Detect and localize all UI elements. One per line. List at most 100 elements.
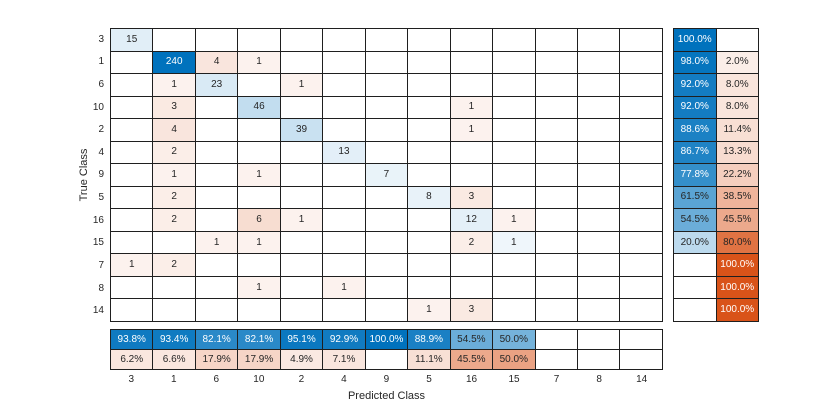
matrix-cell-8-3 [109,275,154,300]
matrix-cell-7-16 [449,253,494,277]
matrix-cell-16-7 [534,208,578,232]
matrix-cell-5-8 [576,185,621,210]
matrix-cell-4-6 [194,140,239,165]
x-tick-4: 4 [341,374,347,385]
col-correct-cell-10: 82.1% [237,329,281,350]
matrix-cell-5-2 [279,185,324,210]
matrix-cell-10-5 [407,95,451,120]
matrix-cell-3-2 [279,28,324,52]
matrix-cell-3-16 [449,28,494,52]
col-incorrect-cell-4: 7.1% [322,349,366,370]
matrix-cell-6-14 [619,73,663,97]
col-incorrect-cell-16: 45.5% [449,349,494,370]
row-correct-cell-9: 77.8% [673,163,717,187]
matrix-cell-6-2: 1 [279,73,324,97]
col-incorrect-cell-9 [364,349,409,370]
y-tick-2: 2 [98,124,104,136]
matrix-cell-5-9 [364,185,409,210]
matrix-cell-9-7 [534,163,578,187]
matrix-cell-7-2 [279,253,324,277]
y-tick-9: 9 [98,169,104,181]
matrix-cell-1-14 [619,50,663,75]
y-tick-8: 8 [98,282,104,294]
col-incorrect-cell-2: 4.9% [279,349,324,370]
col-correct-cell-3: 93.8% [109,329,154,350]
matrix-cell-9-2 [279,163,324,187]
matrix-cell-16-16: 12 [449,208,494,232]
col-correct-cell-9: 100.0% [364,329,409,350]
y-tick-5: 5 [98,192,104,204]
matrix-cell-9-5 [407,163,451,187]
matrix-cell-15-6: 1 [194,230,239,255]
x-tick-14: 14 [636,374,648,385]
matrix-cell-6-3 [109,73,154,97]
matrix-cell-6-16 [449,73,494,97]
col-correct-cell-4: 92.9% [322,329,366,350]
matrix-cell-10-6 [194,95,239,120]
matrix-cell-1-8 [576,50,621,75]
matrix-cell-3-6 [194,28,239,52]
row-incorrect-cell-4: 13.3% [715,140,759,165]
matrix-cell-15-10: 1 [237,230,281,255]
matrix-cell-7-10 [237,253,281,277]
row-correct-cell-1: 98.0% [673,50,717,75]
matrix-grid: 15 240 4 1 1 23 1 3 46 1 4 39 1 2 13 1 1 7 2 8 3 2 6 1 12 1 1 1 2 1 1 2… [109,28,663,322]
column-summary-grid-table: 93.8% 93.4% 82.1% 82.1% 95.1% 92.9% 100.0% 88.9… [109,329,663,370]
row-correct-cell-5: 61.5% [673,185,717,210]
row-incorrect-cell-16: 45.5% [715,208,759,232]
row-correct-cell-16: 54.5% [673,208,717,232]
matrix-cell-4-16 [449,140,494,165]
matrix-cell-2-3 [109,118,154,142]
matrix-cell-7-5 [407,253,451,277]
matrix-cell-10-15 [492,95,536,120]
matrix-cell-2-5 [407,118,451,142]
x-tick-10: 10 [253,374,265,385]
matrix-cell-14-2 [279,298,324,322]
matrix-cell-10-4 [322,95,366,120]
matrix-cell-7-3: 1 [109,253,154,277]
matrix-cell-14-16: 3 [449,298,494,322]
matrix-cell-5-6 [194,185,239,210]
matrix-cell-15-2 [279,230,324,255]
row-incorrect-cell-3 [715,28,759,52]
row-correct-cell-15: 20.0% [673,230,717,255]
col-incorrect-cell-10: 17.9% [237,349,281,370]
matrix-cell-14-1 [152,298,196,322]
row-incorrect-cell-8: 100.0% [715,275,759,300]
matrix-cell-15-14 [619,230,663,255]
x-tick-9: 9 [383,374,390,385]
matrix-cell-16-3 [109,208,154,232]
matrix-cell-5-3 [109,185,154,210]
matrix-cell-10-7 [534,95,578,120]
matrix-cell-9-4 [322,163,366,187]
matrix-cell-5-15 [492,185,536,210]
matrix-cell-1-9 [364,50,409,75]
matrix-cell-7-14 [619,253,663,277]
col-correct-cell-15: 50.0% [492,329,536,350]
matrix-cell-14-7 [534,298,578,322]
matrix-cell-8-14 [619,275,663,300]
matrix-cell-7-9 [364,253,409,277]
matrix-cell-1-15 [492,50,536,75]
matrix-cell-15-3 [109,230,154,255]
matrix-cell-10-9 [364,95,409,120]
y-tick-3: 3 [98,33,104,45]
matrix-cell-10-1: 3 [152,95,196,120]
matrix-cell-6-9 [364,73,409,97]
matrix-cell-5-4 [322,185,366,210]
matrix-cell-16-5 [407,208,451,232]
matrix-cell-10-8 [576,95,621,120]
x-tick-3: 3 [128,374,135,385]
matrix-cell-10-3 [109,95,154,120]
row-correct-cell-8 [673,275,717,300]
matrix-cell-1-3 [109,50,154,75]
col-correct-cell-7 [534,329,578,350]
matrix-cell-15-16: 2 [449,230,494,255]
matrix-cell-8-1 [152,275,196,300]
matrix-cell-7-7 [534,253,578,277]
matrix-grid-table: 15 240 4 1 1 23 1 3 46 1 4 39 1 2 13 1 1 7 2 8 3 2 6 1 12 1 1 1 2 1 1 2… [109,28,663,322]
row-correct-cell-14 [673,298,717,322]
row-incorrect-cell-5: 38.5% [715,185,759,210]
matrix-cell-4-9 [364,140,409,165]
row-correct-cell-10: 92.0% [673,95,717,120]
